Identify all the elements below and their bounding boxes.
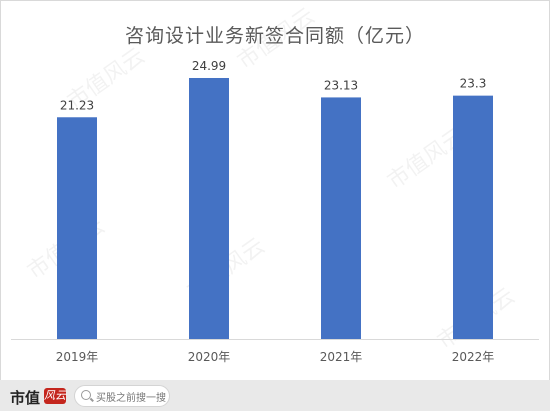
bar [321, 97, 361, 339]
footer-bar: 市值 风云 买股之前搜一搜 [0, 380, 550, 411]
bar [453, 95, 493, 340]
search-box[interactable]: 买股之前搜一搜 [74, 385, 170, 407]
search-icon [81, 390, 91, 400]
brand-logo-mark: 风云 [44, 388, 66, 404]
data-label: 23.13 [324, 78, 358, 92]
x-tick-label: 2020年 [188, 350, 231, 364]
data-label: 23.3 [460, 77, 487, 91]
search-placeholder: 买股之前搜一搜 [96, 393, 166, 404]
brand-logo-text: 市值 [10, 389, 41, 407]
bar-chart: 21.23 2019年 24.99 2020年 23.13 2021年 23.3 2022年 [11, 59, 539, 364]
x-tick-label: 2019年 [56, 350, 99, 364]
x-tick-label: 2021年 [320, 350, 363, 364]
bar [57, 117, 97, 340]
data-label: 24.99 [192, 59, 226, 73]
bar [189, 77, 229, 339]
chart-card: 市值风云 市值风云 市值风云 市值风云 市值风云 市值风云 咨询设计业务新签合同… [0, 0, 550, 382]
x-tick-label: 2022年 [452, 350, 495, 364]
data-label: 21.23 [60, 98, 94, 112]
chart-title: 咨询设计业务新签合同额（亿元） [124, 25, 425, 47]
